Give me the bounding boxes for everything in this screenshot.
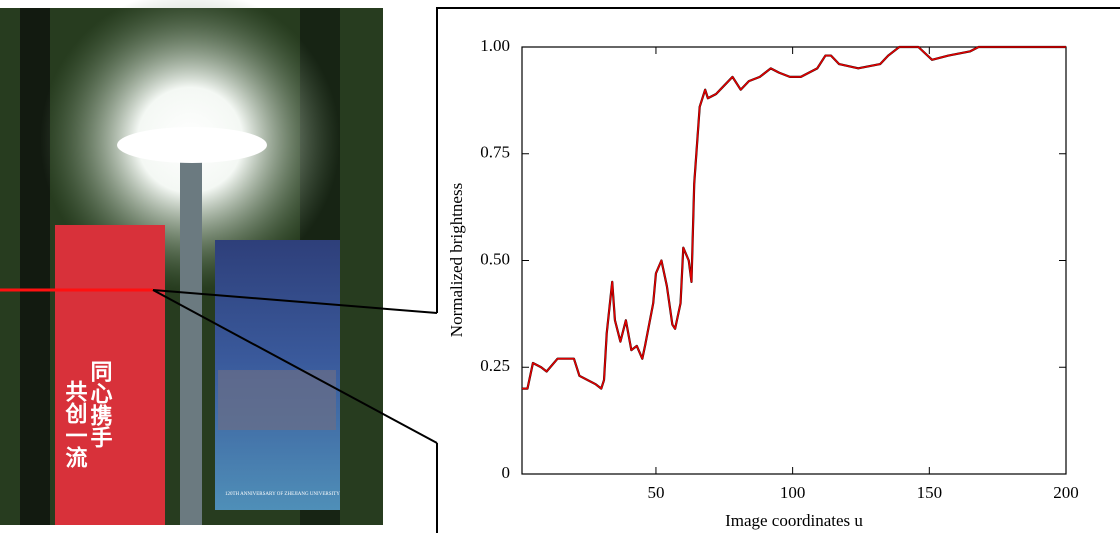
x-axis-label: Image coordinates u	[725, 511, 863, 530]
banner-text: 共创一流	[63, 380, 89, 468]
y-tick-label: 0.50	[480, 249, 510, 268]
banner-text: 同心携手	[88, 360, 113, 449]
line-series	[522, 45, 1066, 390]
banner-caption: 120TH ANNIVERSARY OF ZHEJIANG UNIVERSITY	[225, 492, 340, 497]
y-tick-label: 0.75	[480, 143, 510, 162]
x-tick-label: 150	[917, 483, 943, 502]
y-tick-label: 0	[502, 463, 511, 482]
x-tick-label: 100	[780, 483, 806, 502]
photo: 同心携手 共创一流 120TH ANNIVERSARY OF ZHEJIANG …	[0, 0, 383, 525]
plot-frame	[521, 46, 1067, 475]
x-tick-label: 200	[1053, 483, 1079, 502]
y-tick-label: 0.25	[480, 356, 510, 375]
line-series	[522, 46, 1066, 390]
y-tick-label: 1.00	[480, 36, 510, 55]
x-tick-label: 50	[647, 483, 664, 502]
y-axis-label: Normalized brightness	[447, 183, 466, 337]
